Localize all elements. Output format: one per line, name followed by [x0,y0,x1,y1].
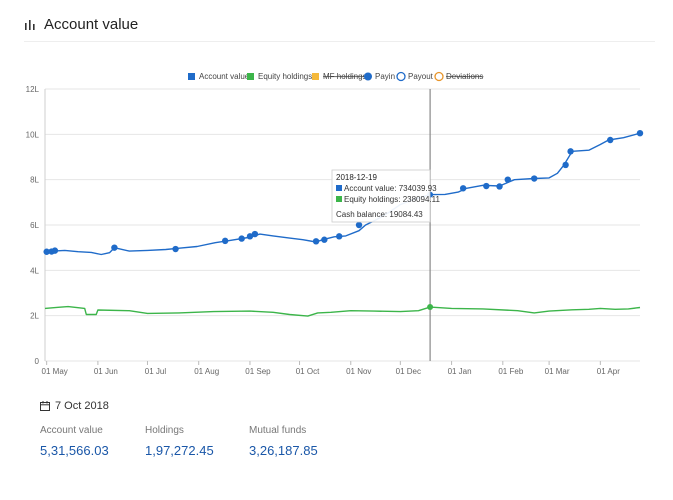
x-axis: 01 May 01 Jun 01 Jul 01 Aug 01 Sep 01 Oct 01 N… [42,361,620,376]
account-value-chart: Account value Equity holdings MF holdings P… [26,71,644,376]
payin-marker [636,130,644,137]
x-tick-label: 01 Apr [597,367,620,376]
summary-date-text: 7 Oct 2018 [55,400,109,412]
y-tick-label: 4L [30,266,39,275]
y-tick-label: 10L [26,130,40,139]
x-tick-label: 01 Jun [94,367,118,376]
summary-date: 7 Oct 2018 [40,400,109,412]
stat-value: 3,26,187.85 [249,443,318,458]
stat-label: Account value [40,425,103,436]
chart-grid [44,88,640,362]
payin-marker [504,176,511,183]
payin-marker [312,238,320,245]
tooltip-line: Equity holdings: 238094.11 [344,195,440,204]
legend-label: Account value [199,72,250,81]
chart-series [44,132,641,317]
legend-label: Deviations [446,72,483,81]
legend-swatch [247,73,254,80]
x-tick-label: 01 Oct [296,367,320,376]
x-tick-label: 01 Sep [245,367,271,376]
stat-holdings: Holdings 1,97,272.45 [145,425,214,458]
legend-label: Payin [375,72,395,81]
payin-marker [221,237,229,245]
payin-marker [321,236,328,243]
stat-mutual-funds: Mutual funds 3,26,187.85 [249,425,318,458]
legend-swatch [434,71,444,82]
stat-value: 5,31,566.03 [40,443,109,458]
payin-marker [562,161,569,169]
tooltip-line: Account value: 734039.93 [344,184,437,193]
cursor-point [427,304,434,311]
chart-tooltip: 2018-12-19 Account value: 734039.93 Equity… [331,169,440,223]
payin-marker [172,245,179,253]
payin-marker [238,235,245,242]
payin-marker [51,247,59,254]
stat-label: Holdings [145,425,184,436]
legend-item-payin: Payin [364,72,395,81]
legend-swatch [312,73,319,80]
x-tick-label: 01 Mar [545,367,570,376]
legend-label: MF holdings [323,72,367,81]
legend-swatch [396,71,406,82]
x-tick-label: 01 Nov [346,367,371,376]
y-tick-label: 2L [30,312,39,321]
legend-item-equity-holdings: Equity holdings [247,72,312,81]
payin-markers [43,130,644,255]
page-title: Account value [44,15,139,33]
x-tick-label: 01 Aug [194,367,219,376]
tooltip-date: 2018-12-19 [336,173,377,182]
payin-marker [43,248,50,255]
payin-marker [459,185,467,192]
x-tick-label: 01 Jan [448,367,472,376]
x-tick-label: 01 Dec [396,367,421,376]
page-header: Account value [24,12,138,36]
tooltip-swatch [336,196,342,202]
legend-item-account-value: Account value [188,72,250,81]
payin-marker [251,230,259,238]
legend-swatch [188,73,195,80]
chart-legend: Account value Equity holdings MF holdings P… [188,71,483,82]
legend-item-payout: Payout [396,71,434,82]
payin-marker [496,183,503,190]
payin-marker [567,148,574,155]
payin-marker [483,182,490,190]
stat-value: 1,97,272.45 [145,443,214,458]
x-tick-label: 01 Feb [498,367,523,376]
legend-item-mf-holdings: MF holdings [312,72,367,81]
y-tick-label: 8L [30,176,39,185]
x-tick-label: 01 May [42,367,68,376]
bar-chart-icon [25,20,35,30]
tooltip-extra: Cash balance: 19084.43 [336,210,423,219]
x-tick-label: 01 Jul [145,367,167,376]
legend-label: Payout [408,72,434,81]
equity-holdings-line [44,305,641,317]
payin-marker [246,233,254,240]
y-tick-label: 6L [30,221,39,230]
calendar-icon [40,401,50,411]
stat-label: Mutual funds [249,425,307,436]
legend-label: Equity holdings [258,72,312,81]
payin-marker [607,136,614,144]
tooltip-box [331,169,431,223]
y-axis: 0 2L 4L 6L 8L 10L 12L [26,85,40,366]
stat-account-value: Account value 5,31,566.03 [40,425,109,458]
y-tick-label: 0 [35,357,40,366]
y-tick-label: 12L [26,85,40,94]
header-divider [24,41,655,42]
legend-swatch [364,72,372,81]
payin-marker [111,244,118,251]
account-value-line [44,132,641,256]
payin-marker [335,233,343,240]
payin-marker [355,221,363,229]
legend-item-deviations: Deviations [434,71,483,82]
payin-marker [531,175,538,182]
tooltip-swatch [336,185,342,191]
